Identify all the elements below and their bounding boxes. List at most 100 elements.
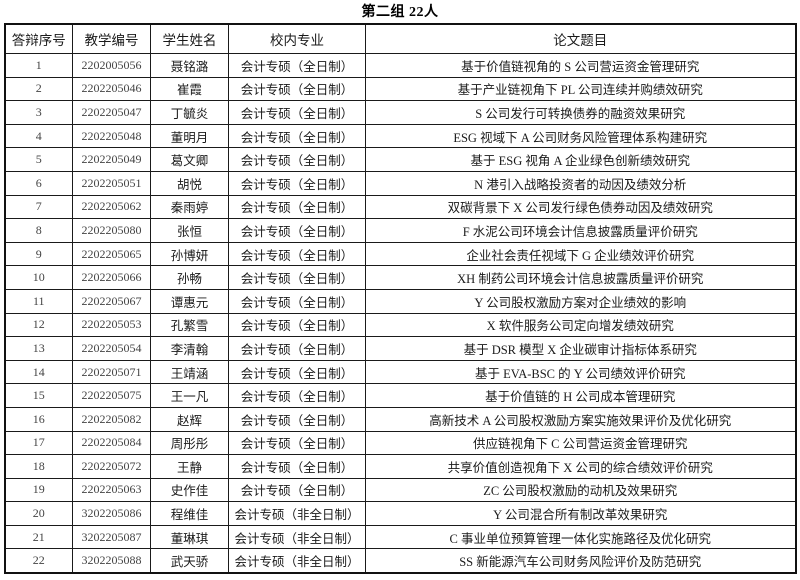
thesis-title-cell: 双碳背景下 X 公司发行绿色债券动因及绩效研究 [365, 194, 796, 220]
table-row: 15 2202205075 王一凡 会计专硕（全日制） 基于价值链的 H 公司成本管理研… [4, 383, 796, 408]
table-row: 4 2202205048 董明月 会计专硕（全日制） ESG 视域下 A 公司财务风险管… [4, 123, 796, 149]
thesis-title-cell: 高新技术 A 公司股权激励方案实施效果评价及优化研究 [365, 406, 796, 432]
table-row: 8 2202205080 张恒 会计专硕（全日制） F 水泥公司环境会计信息披露质量评价… [4, 218, 796, 243]
teaching-id-cell: 3202205087 [72, 524, 151, 550]
table-row: 18 2202205072 王静 会计专硕（全日制） 共享价值创造视角下 X 公司的综合… [4, 454, 796, 479]
teaching-id-cell: 2202205047 [72, 100, 151, 125]
student-name-cell: 程维佳 [150, 501, 229, 526]
thesis-title-cell: 共享价值创造视角下 X 公司的综合绩效评价研究 [365, 454, 796, 479]
major-cell: 会计专硕（全日制） [228, 76, 366, 102]
table-row: 3 2202205047 丁毓炎 会计专硕（全日制） S 公司发行可转换债券的融资效果研… [4, 100, 796, 125]
student-name-cell: 赵辉 [150, 406, 229, 432]
defense-no-cell: 12 [4, 312, 73, 338]
teaching-id-cell: 2202205062 [72, 194, 151, 220]
thesis-title-cell: 基于价值链的 H 公司成本管理研究 [365, 383, 796, 408]
header-row: 答辩序号 教学编号 学生姓名 校内专业 论文题目 [4, 23, 796, 54]
teaching-id-cell: 3202205088 [72, 548, 151, 574]
major-cell: 会计专硕（全日制） [228, 218, 366, 243]
defense-no-cell: 2 [4, 76, 73, 102]
table-row: 19 2202205063 史作佳 会计专硕（全日制） ZC 公司股权激励的动机及效果研… [4, 477, 796, 503]
student-name-cell: 胡悦 [150, 170, 229, 196]
thesis-title-cell: S 公司发行可转换债券的融资效果研究 [365, 100, 796, 125]
teaching-id-cell: 2202205048 [72, 123, 151, 149]
major-cell: 会计专硕（全日制） [228, 454, 366, 479]
major-cell: 会计专硕（全日制） [228, 477, 366, 503]
defense-no-cell: 9 [4, 241, 73, 267]
major-cell: 会计专硕（全日制） [228, 194, 366, 220]
table-row: 2 2202205046 崔霞 会计专硕（全日制） 基于产业链视角下 PL 公司连续并购… [4, 76, 796, 102]
column-header-teaching-id: 教学编号 [72, 23, 151, 54]
defense-no-cell: 7 [4, 194, 73, 220]
teaching-id-cell: 3202205086 [72, 501, 151, 526]
thesis-title-cell: Y 公司混合所有制改革效果研究 [365, 501, 796, 526]
defense-no-cell: 15 [4, 383, 73, 408]
student-name-cell: 王靖涵 [150, 359, 229, 385]
thesis-title-cell: N 港引入战略投资者的动因及绩效分析 [365, 170, 796, 196]
major-cell: 会计专硕（非全日制） [228, 548, 366, 574]
thesis-title-cell: XH 制药公司环境会计信息披露质量评价研究 [365, 265, 796, 290]
major-cell: 会计专硕（全日制） [228, 430, 366, 456]
student-name-cell: 谭惠元 [150, 288, 229, 314]
defense-no-cell: 14 [4, 359, 73, 385]
major-cell: 会计专硕（全日制） [228, 383, 366, 408]
teaching-id-cell: 2202205071 [72, 359, 151, 385]
defense-no-cell: 8 [4, 218, 73, 243]
student-name-cell: 孔繁雪 [150, 312, 229, 338]
column-header-major: 校内专业 [228, 23, 366, 54]
defense-no-cell: 20 [4, 501, 73, 526]
table-row: 12 2202205053 孔繁雪 会计专硕（全日制） X 软件服务公司定向增发绩效研究 [4, 312, 796, 338]
column-header-thesis-title: 论文题目 [365, 23, 796, 54]
table-header: 答辩序号 教学编号 学生姓名 校内专业 论文题目 [4, 23, 796, 54]
major-cell: 会计专硕（全日制） [228, 406, 366, 432]
major-cell: 会计专硕（全日制） [228, 336, 366, 361]
teaching-id-cell: 2202205051 [72, 170, 151, 196]
column-header-student-name: 学生姓名 [150, 23, 229, 54]
thesis-title-cell: ESG 视域下 A 公司财务风险管理体系构建研究 [365, 123, 796, 149]
student-name-cell: 孙畅 [150, 265, 229, 290]
student-name-cell: 周彤彤 [150, 430, 229, 456]
defense-no-cell: 13 [4, 336, 73, 361]
page-title: 第二组 22人 [361, 5, 439, 20]
major-cell: 会计专硕（全日制） [228, 312, 366, 338]
major-cell: 会计专硕（全日制） [228, 147, 366, 172]
defense-no-cell: 16 [4, 406, 73, 432]
thesis-title-cell: F 水泥公司环境会计信息披露质量评价研究 [365, 218, 796, 243]
table-row: 17 2202205084 周彤彤 会计专硕（全日制） 供应链视角下 C 公司营运资金管… [4, 430, 796, 456]
defense-no-cell: 19 [4, 477, 73, 503]
thesis-title-cell: 企业社会责任视域下 G 企业绩效评价研究 [365, 241, 796, 267]
student-name-cell: 葛文卿 [150, 147, 229, 172]
student-name-cell: 史作佳 [150, 477, 229, 503]
defense-no-cell: 17 [4, 430, 73, 456]
defense-roster-table: 答辩序号 教学编号 学生姓名 校内专业 论文题目 1 2202005056 聂铭潞会… [3, 23, 797, 575]
major-cell: 会计专硕（非全日制） [228, 524, 366, 550]
student-name-cell: 崔霞 [150, 76, 229, 102]
table-row: 10 2202205066 孙畅 会计专硕（全日制） XH 制药公司环境会计信息披露质量… [4, 265, 796, 290]
major-cell: 会计专硕（全日制） [228, 53, 366, 78]
defense-no-cell: 1 [4, 53, 73, 78]
defense-no-cell: 11 [4, 288, 73, 314]
thesis-title-cell: Y 公司股权激励方案对企业绩效的影响 [365, 288, 796, 314]
thesis-title-cell: C 事业单位预算管理一体化实施路径及优化研究 [365, 524, 796, 550]
defense-no-cell: 4 [4, 123, 73, 149]
major-cell: 会计专硕（全日制） [228, 100, 366, 125]
table-row: 9 2202205065 孙博妍 会计专硕（全日制） 企业社会责任视域下 G 企业绩效评… [4, 241, 796, 267]
teaching-id-cell: 2202205072 [72, 454, 151, 479]
thesis-title-cell: X 软件服务公司定向增发绩效研究 [365, 312, 796, 338]
teaching-id-cell: 2202205053 [72, 312, 151, 338]
student-name-cell: 董明月 [150, 123, 229, 149]
thesis-title-cell: 供应链视角下 C 公司营运资金管理研究 [365, 430, 796, 456]
major-cell: 会计专硕（全日制） [228, 359, 366, 385]
student-name-cell: 王一凡 [150, 383, 229, 408]
defense-no-cell: 18 [4, 454, 73, 479]
thesis-title-cell: ZC 公司股权激励的动机及效果研究 [365, 477, 796, 503]
teaching-id-cell: 2202205054 [72, 336, 151, 361]
student-name-cell: 张恒 [150, 218, 229, 243]
teaching-id-cell: 2202205049 [72, 147, 151, 172]
student-name-cell: 李清翰 [150, 336, 229, 361]
teaching-id-cell: 2202205067 [72, 288, 151, 314]
teaching-id-cell: 2202205066 [72, 265, 151, 290]
defense-no-cell: 3 [4, 100, 73, 125]
major-cell: 会计专硕（全日制） [228, 288, 366, 314]
table-row: 1 2202005056 聂铭潞 会计专硕（全日制） 基于价值链视角的 S 公司营运资金… [4, 53, 796, 78]
table-row: 16 2202205082 赵辉 会计专硕（全日制） 高新技术 A 公司股权激励方案实施… [4, 406, 796, 432]
